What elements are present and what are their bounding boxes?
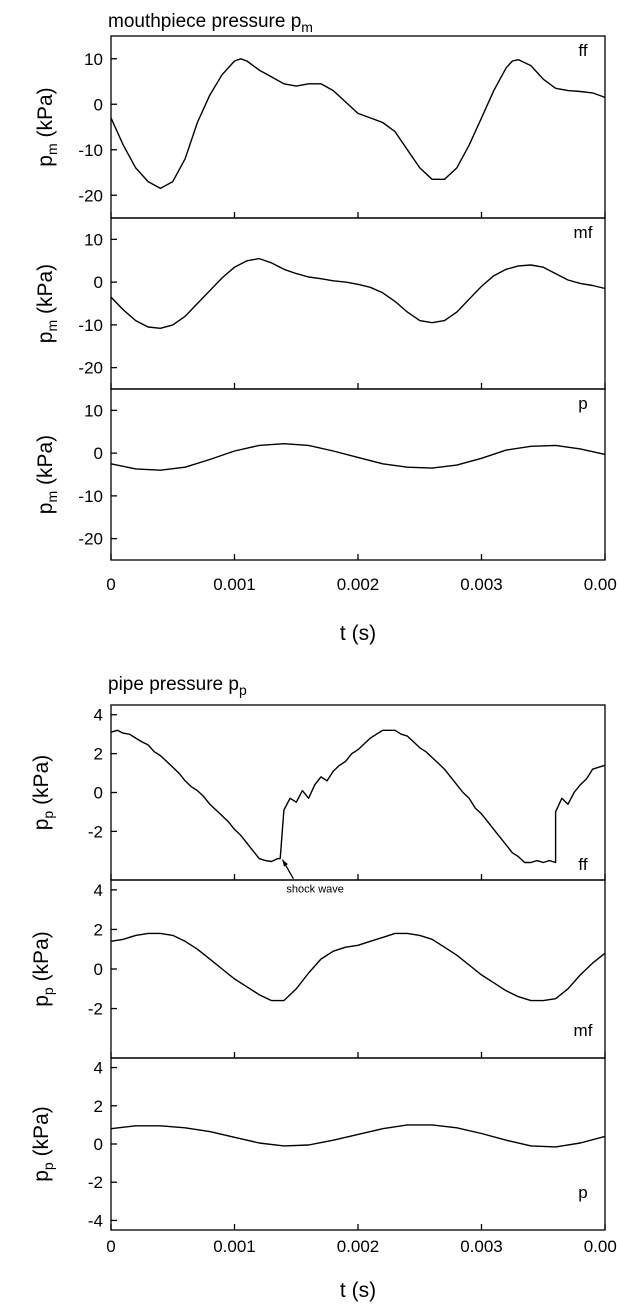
y-axis-label: pm (kPa) [34,264,60,343]
y-tick-label: -10 [78,487,103,506]
x-tick-label: 0.003 [460,575,503,594]
panel-label-ff: ff [578,855,587,874]
series-line-ff [110,58,606,190]
y-tick-label: 0 [94,444,103,463]
y-tick-label: 0 [94,273,103,292]
x-tick-label: 0.002 [337,575,380,594]
y-tick-label: 0 [94,960,103,979]
y-tick-label: -20 [78,186,103,205]
series-line-p [110,443,606,471]
plot-frame [110,388,606,561]
y-tick-label: -4 [88,1211,103,1230]
x-tick-label: 0 [106,1237,115,1256]
y-axis-label: pp (kPa) [30,931,56,1007]
y-tick-label: -2 [88,822,103,841]
y-tick-label: 10 [84,401,103,420]
y-tick-label: -10 [78,316,103,335]
y-tick-label: -2 [88,1000,103,1019]
y-axis-label: pm (kPa) [34,435,60,514]
annotation-text: shock wave [286,884,343,896]
series-line-p [110,1124,606,1148]
pipe-panel-ff: 4 2 0 -2 pp (kPa) ff [30,704,606,881]
mouthpiece-x-axis-label: t (s) [340,622,376,645]
y-tick-label: 4 [94,706,103,725]
pipe-panel-mf: 4 2 0 -2 pp (kPa) mf [30,879,606,1059]
x-tick-label: 0.004 [584,575,617,594]
panel-label-p: p [578,1183,587,1202]
x-tick-label: 0.001 [213,1237,256,1256]
annotation-arrowhead [282,859,288,867]
plot-frame [110,217,606,390]
mouthpiece-panel-ff: 10 0 -10 -20 pm (kPa) ff [34,35,606,219]
y-tick-label: 10 [84,230,103,249]
y-tick-label: -20 [78,359,103,378]
y-tick-label: 2 [94,745,103,764]
mouthpiece-panel-mf: 10 0 -10 -20 pm (kPa) mf [34,217,606,390]
x-tick-label: 0.003 [460,1237,503,1256]
x-tick-label: 0.002 [337,1237,380,1256]
pipe-title: pipe pressure pp [108,674,247,698]
y-tick-label: 4 [94,1059,103,1078]
panel-label-mf: mf [574,1021,593,1040]
plot-frame [110,879,606,1059]
series-line-mf [110,932,606,1002]
series-line-ff [110,729,606,864]
y-tick-label: 0 [94,784,103,803]
y-tick-label: 4 [94,881,103,900]
y-tick-label: -20 [78,530,103,549]
y-tick-label: 10 [84,50,103,69]
y-tick-label: 2 [94,920,103,939]
y-tick-label: 0 [94,95,103,114]
shock-wave-annotation: shock wave [281,859,344,896]
panel-label-p: p [578,394,587,413]
y-tick-label: 0 [94,1135,103,1154]
x-tick-label: 0 [106,575,115,594]
y-tick-label: 2 [94,1097,103,1116]
y-axis-label: pp (kPa) [30,1106,56,1182]
series-line-mf [110,257,606,329]
pipe-x-axis-label: t (s) [340,1279,376,1302]
x-tick-label: 0.001 [213,575,256,594]
y-tick-label: -10 [78,141,103,160]
mouthpiece-pressure-figure: mouthpiece pressure pm t (s) 100-10-20pm… [34,11,617,645]
pipe-panel-p: 4 2 0 -2 -4 pp (kPa) p [30,1057,606,1231]
plot-frame [110,704,606,881]
y-axis-label: pm (kPa) [34,87,60,166]
x-tick-label: 0.004 [584,1237,617,1256]
plot-frame [110,1057,606,1231]
y-tick-label: -2 [88,1173,103,1192]
pipe-pressure-figure: pipe pressure pp t (s) 4 2 0 -2 pp (kPa) ff 4 2… [30,674,617,1302]
mouthpiece-panel-p: 10 0 -10 -20 pm (kPa) p [34,388,606,561]
panel-label-ff: ff [578,41,587,60]
y-axis-label: pp (kPa) [30,755,56,831]
mouthpiece-title: mouthpiece pressure pm [108,11,313,35]
plot-frame [110,35,606,219]
panel-label-mf: mf [574,223,593,242]
